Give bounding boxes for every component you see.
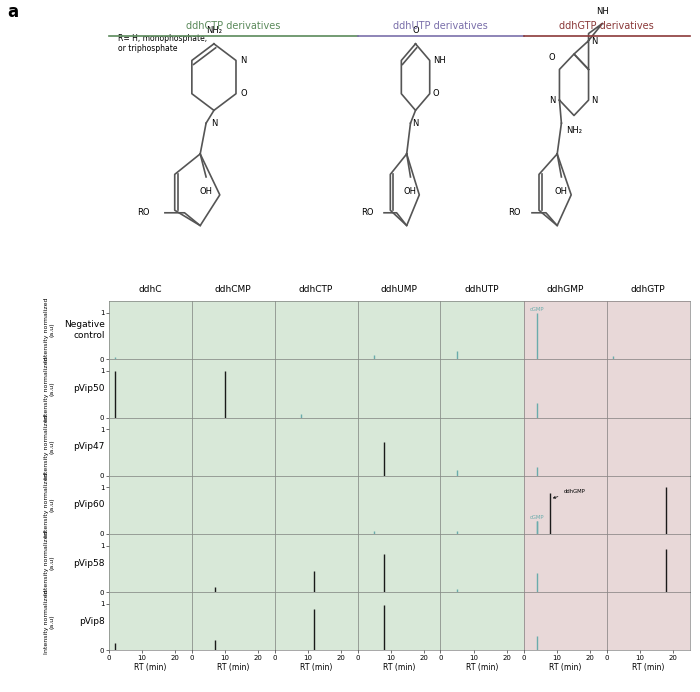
Text: pVip8: pVip8 xyxy=(79,617,105,626)
Text: Negative
control: Negative control xyxy=(64,320,105,340)
Text: pVip58: pVip58 xyxy=(74,558,105,567)
Text: OH: OH xyxy=(555,188,568,197)
Text: RO: RO xyxy=(508,208,521,217)
Text: NH: NH xyxy=(433,56,446,65)
X-axis label: RT (min): RT (min) xyxy=(383,664,415,673)
X-axis label: RT (min): RT (min) xyxy=(632,664,664,673)
Text: Intensity normalized
(a.u): Intensity normalized (a.u) xyxy=(43,589,55,654)
Text: O: O xyxy=(549,53,555,62)
Text: Intensity normalized
(a.u): Intensity normalized (a.u) xyxy=(43,473,55,537)
X-axis label: RT (min): RT (min) xyxy=(300,664,332,673)
Text: O: O xyxy=(241,89,248,98)
X-axis label: RT (min): RT (min) xyxy=(134,664,166,673)
Text: cGMP: cGMP xyxy=(529,307,544,311)
Text: ddhCTP derivatives: ddhCTP derivatives xyxy=(186,21,280,31)
X-axis label: RT (min): RT (min) xyxy=(466,664,498,673)
Text: Intensity normalized
(a.u): Intensity normalized (a.u) xyxy=(43,356,55,421)
Text: pVip50: pVip50 xyxy=(74,384,105,393)
Text: ddhGMP: ddhGMP xyxy=(546,285,584,294)
Text: Intensity normalized
(a.u): Intensity normalized (a.u) xyxy=(43,415,55,479)
Text: RO: RO xyxy=(361,208,374,217)
Text: Intensity normalized
(a.u): Intensity normalized (a.u) xyxy=(43,298,55,363)
Text: ddhUTP: ddhUTP xyxy=(465,285,499,294)
Text: N: N xyxy=(211,119,217,128)
Text: ddhCMP: ddhCMP xyxy=(215,285,251,294)
Text: NH: NH xyxy=(596,7,609,16)
Text: N: N xyxy=(240,56,246,65)
Text: NH₂: NH₂ xyxy=(566,126,582,135)
Text: O: O xyxy=(433,89,440,98)
Text: R= H, monophosphate,
or triphosphate: R= H, monophosphate, or triphosphate xyxy=(118,34,207,53)
Text: ddhCTP: ddhCTP xyxy=(299,285,333,294)
Text: NH₂: NH₂ xyxy=(206,26,222,35)
Text: ddhUMP: ddhUMP xyxy=(381,285,417,294)
Text: pVip47: pVip47 xyxy=(74,442,105,451)
Text: N: N xyxy=(591,37,597,46)
Text: OH: OH xyxy=(404,188,417,197)
Text: N: N xyxy=(412,119,419,128)
X-axis label: RT (min): RT (min) xyxy=(549,664,581,673)
Text: ddhUTP derivatives: ddhUTP derivatives xyxy=(393,21,488,31)
X-axis label: RT (min): RT (min) xyxy=(217,664,249,673)
Text: N: N xyxy=(592,95,598,104)
Text: a: a xyxy=(7,3,18,21)
Text: ddhC: ddhC xyxy=(139,285,162,294)
Text: OH: OH xyxy=(199,188,213,197)
Text: pVip60: pVip60 xyxy=(74,500,105,509)
Text: RO: RO xyxy=(136,208,149,217)
Text: ddhGMP: ddhGMP xyxy=(554,489,585,498)
Text: Intensity normalized
(a.u): Intensity normalized (a.u) xyxy=(43,531,55,595)
Text: ddhGTP: ddhGTP xyxy=(631,285,665,294)
Text: cGMP: cGMP xyxy=(529,515,544,520)
Text: O: O xyxy=(412,26,419,35)
Text: ddhGTP derivatives: ddhGTP derivatives xyxy=(559,21,654,31)
Text: N: N xyxy=(549,95,555,104)
